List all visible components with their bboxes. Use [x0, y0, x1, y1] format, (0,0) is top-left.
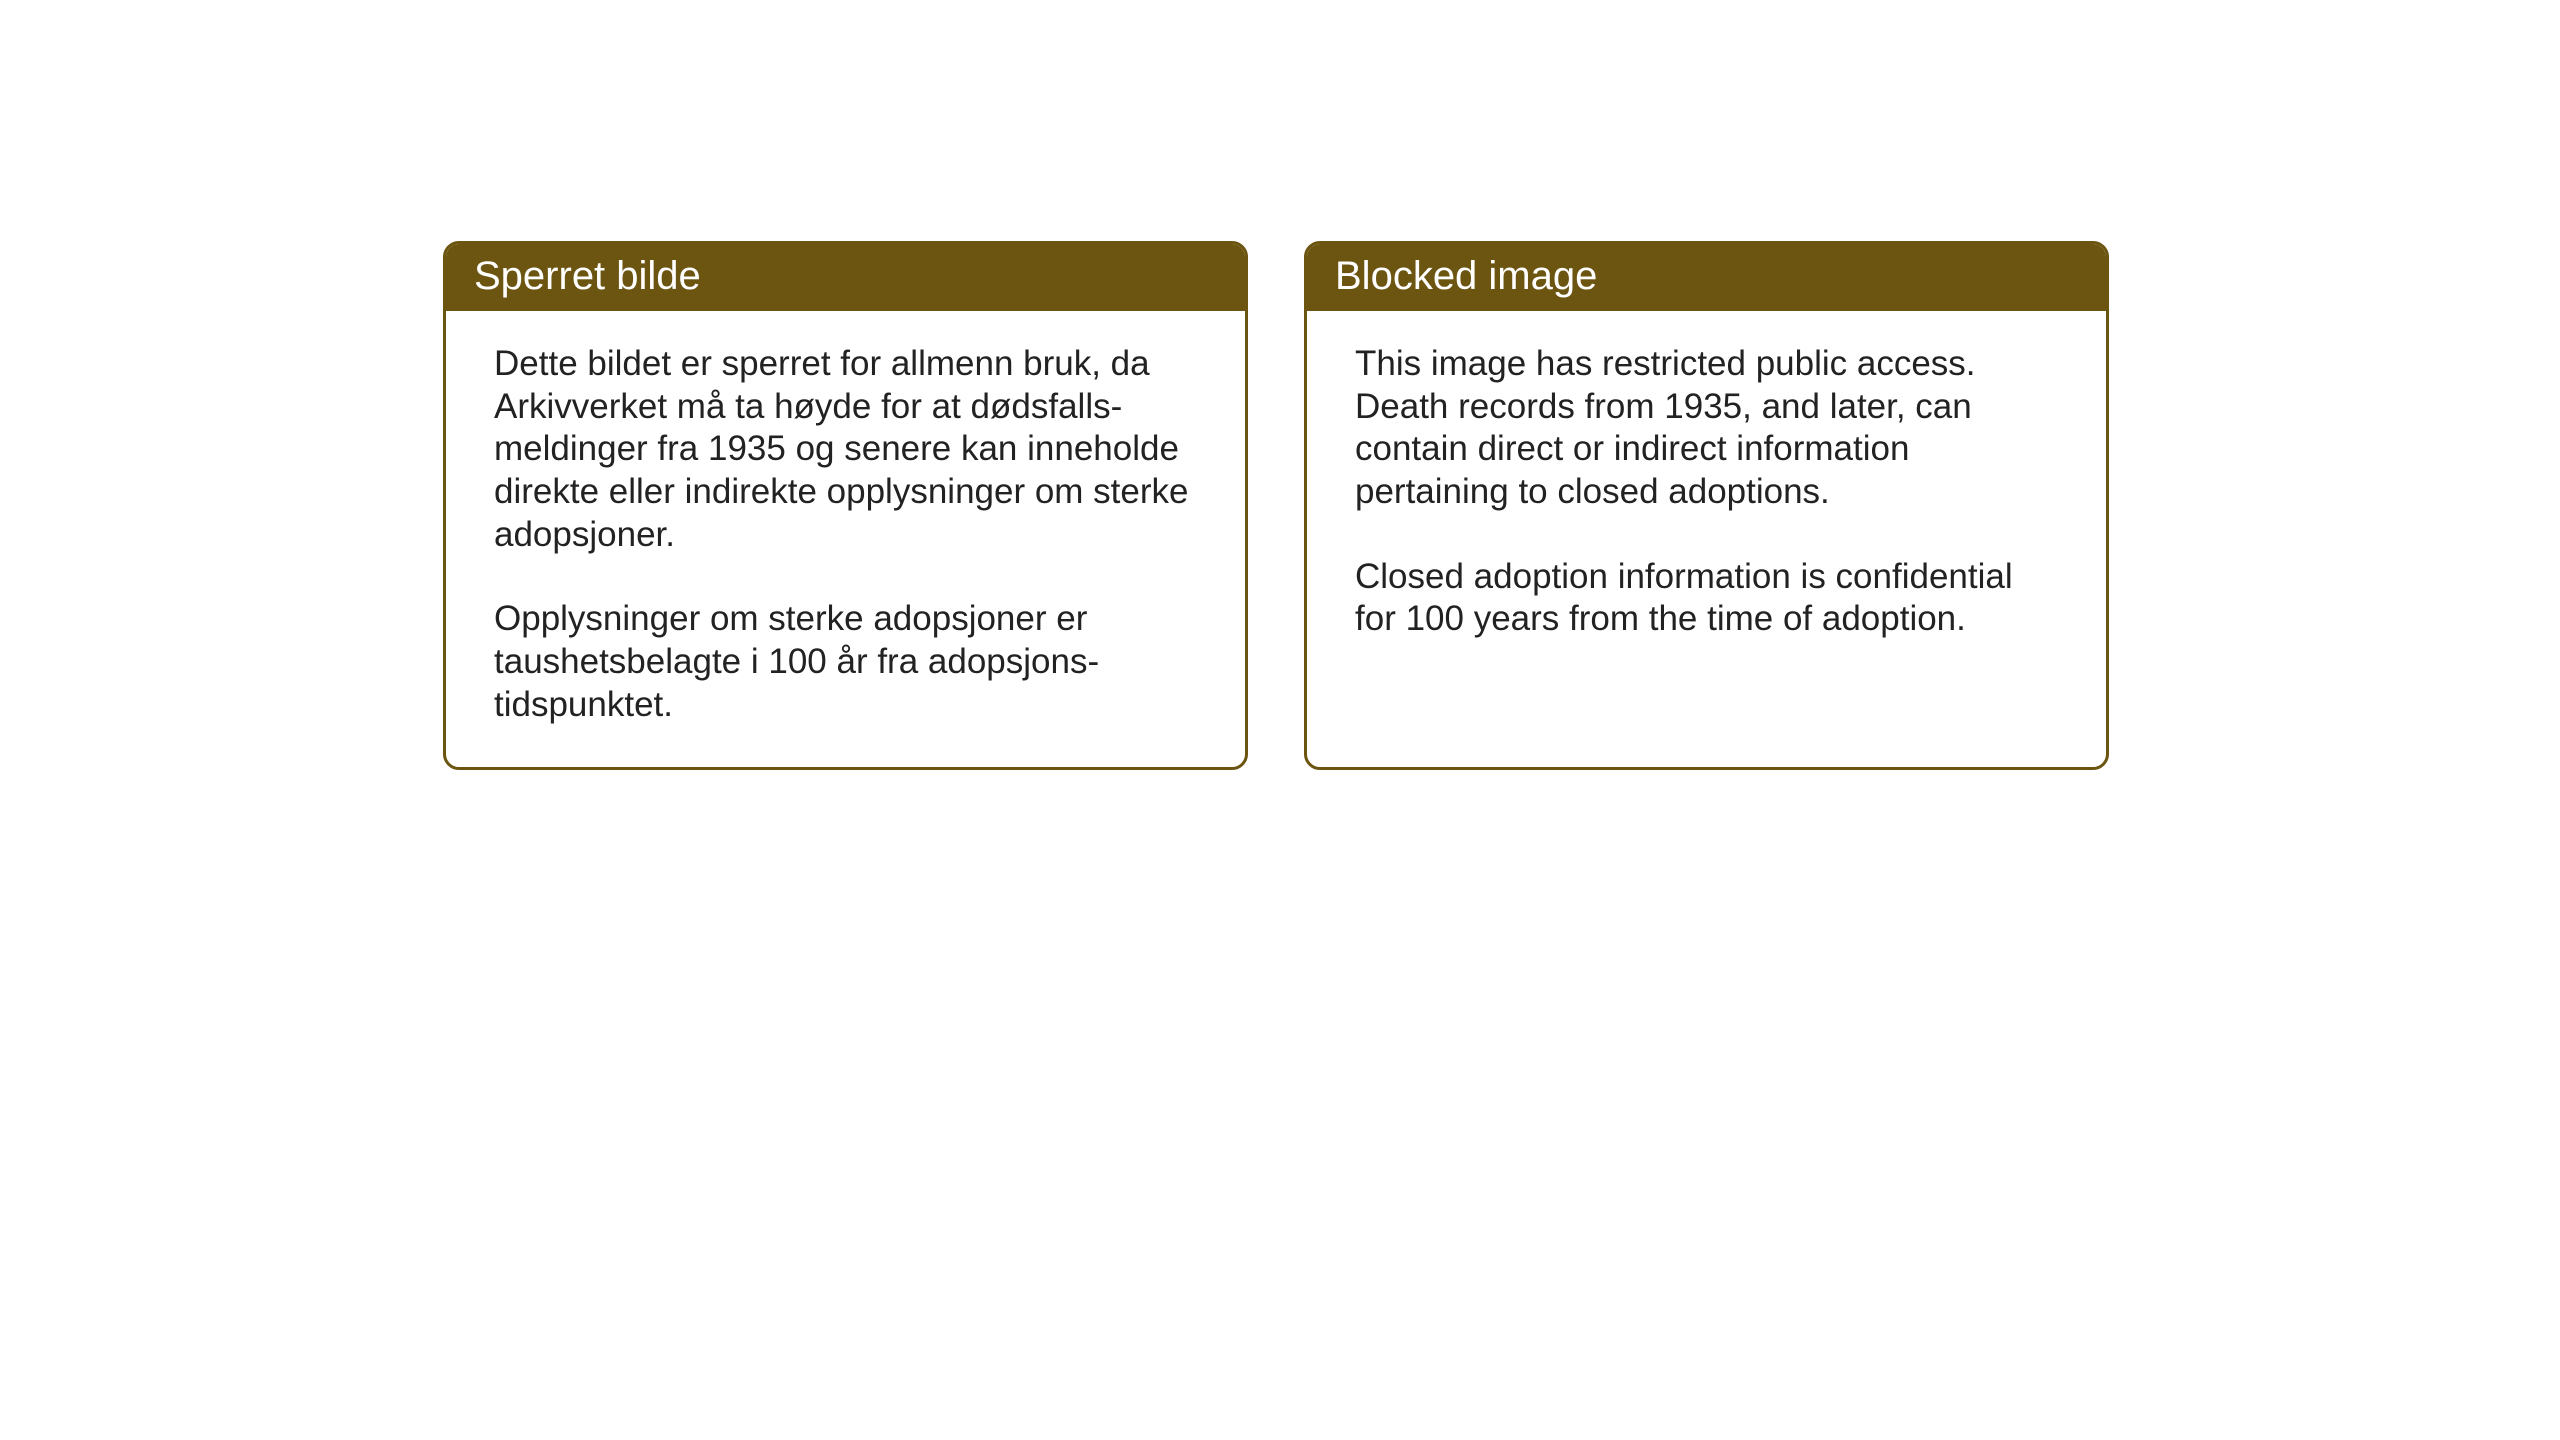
english-paragraph-2: Closed adoption information is confident…: [1355, 556, 2058, 641]
norwegian-paragraph-1: Dette bildet er sperret for allmenn bruk…: [494, 343, 1197, 556]
norwegian-notice-card: Sperret bilde Dette bildet er sperret fo…: [443, 241, 1248, 770]
english-card-title: Blocked image: [1307, 244, 2106, 311]
norwegian-card-body: Dette bildet er sperret for allmenn bruk…: [446, 311, 1245, 767]
norwegian-card-title: Sperret bilde: [446, 244, 1245, 311]
english-card-body: This image has restricted public access.…: [1307, 311, 2106, 681]
norwegian-paragraph-2: Opplysninger om sterke adopsjoner er tau…: [494, 598, 1197, 726]
english-paragraph-1: This image has restricted public access.…: [1355, 343, 2058, 514]
english-notice-card: Blocked image This image has restricted …: [1304, 241, 2109, 770]
notice-container: Sperret bilde Dette bildet er sperret fo…: [443, 241, 2109, 770]
